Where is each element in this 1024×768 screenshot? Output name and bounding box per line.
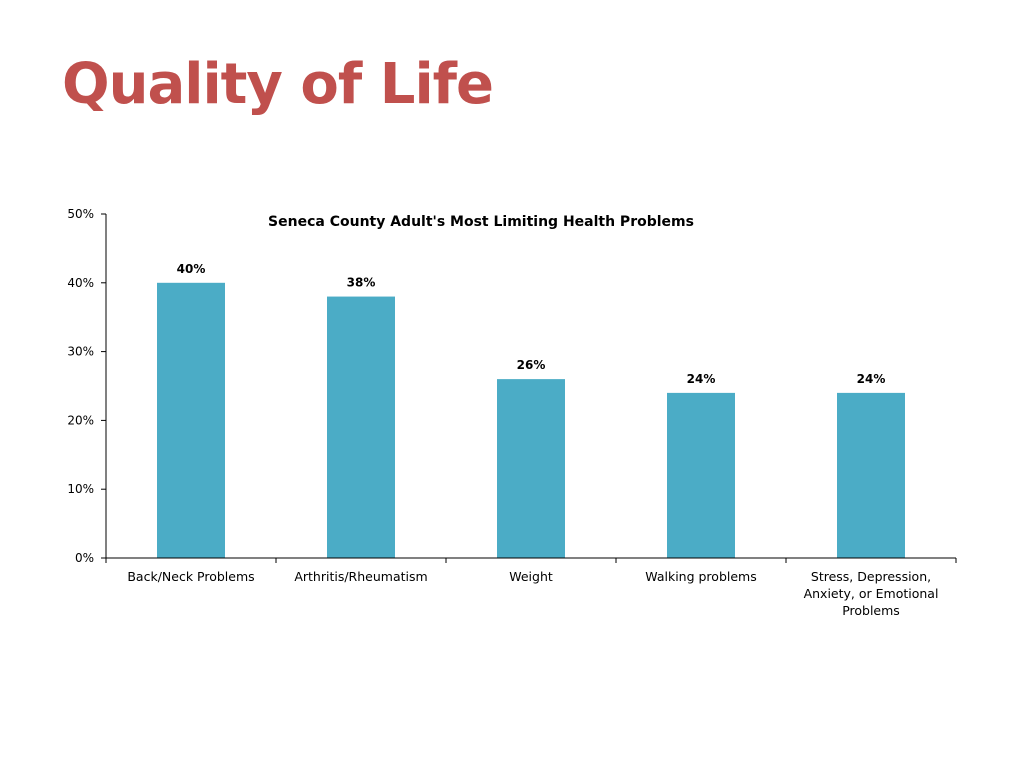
y-tick-label: 30% <box>67 345 94 359</box>
y-tick-label: 0% <box>75 551 94 565</box>
chart-title: Seneca County Adult's Most Limiting Heal… <box>268 214 694 230</box>
x-tick-label-line: Anxiety, or Emotional <box>804 586 939 601</box>
x-tick-label: Walking problems <box>645 569 756 584</box>
y-tick-label: 50% <box>67 207 94 221</box>
bar <box>327 296 395 558</box>
x-tick-label-line: Problems <box>842 603 900 618</box>
x-tick-label-line: Walking problems <box>645 569 756 584</box>
x-tick-label-line: Back/Neck Problems <box>127 569 254 584</box>
x-tick-label: Stress, Depression, Anxiety, or Emotional… <box>804 569 939 618</box>
y-tick-label: 40% <box>67 276 94 290</box>
data-label: 24% <box>687 372 716 386</box>
bar <box>157 282 225 558</box>
slide-title: Quality of Life <box>62 52 494 117</box>
data-label: 26% <box>517 358 546 372</box>
data-label: 38% <box>347 276 376 290</box>
bar <box>667 392 735 558</box>
data-label: 40% <box>177 262 206 276</box>
y-tick-label: 20% <box>67 413 94 427</box>
bar <box>497 379 565 558</box>
y-tick-label: 10% <box>67 482 94 496</box>
x-tick-label-line: Weight <box>509 569 553 584</box>
x-tick-label: Arthritis/Rheumatism <box>294 569 427 584</box>
data-label: 24% <box>857 372 886 386</box>
x-tick-label: Weight <box>509 569 553 584</box>
x-tick-label: Back/Neck Problems <box>127 569 254 584</box>
x-tick-label-line: Stress, Depression, <box>811 569 931 584</box>
x-tick-label-line: Arthritis/Rheumatism <box>294 569 427 584</box>
bar <box>837 392 905 558</box>
